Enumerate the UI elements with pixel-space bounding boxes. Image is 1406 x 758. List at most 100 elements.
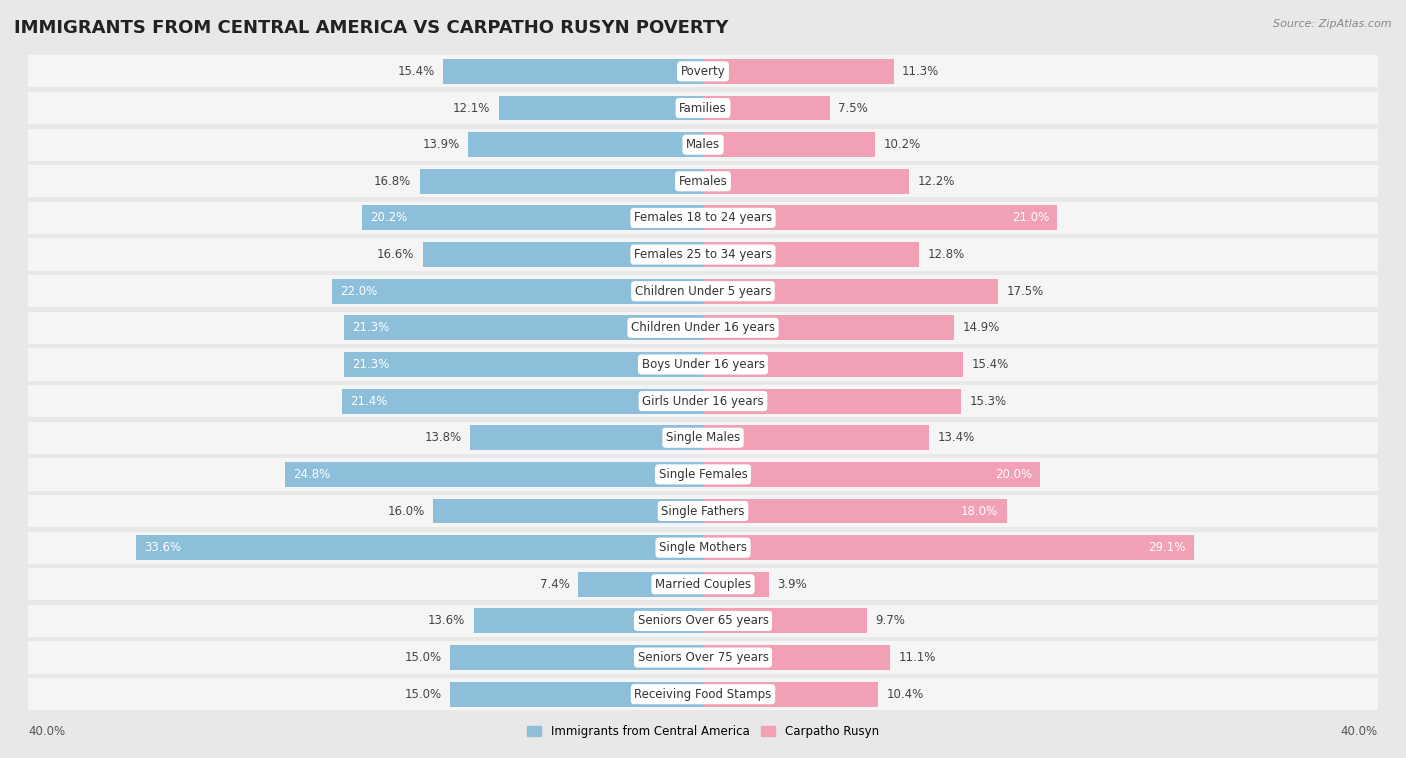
Text: Single Fathers: Single Fathers xyxy=(661,505,745,518)
Bar xyxy=(703,96,830,121)
Bar xyxy=(343,315,703,340)
Text: 16.0%: 16.0% xyxy=(388,505,425,518)
Text: 16.8%: 16.8% xyxy=(374,175,411,188)
Text: 9.7%: 9.7% xyxy=(875,615,905,628)
Legend: Immigrants from Central America, Carpatho Rusyn: Immigrants from Central America, Carpath… xyxy=(522,720,884,743)
Text: 20.2%: 20.2% xyxy=(371,211,408,224)
Bar xyxy=(443,59,703,84)
Text: 15.0%: 15.0% xyxy=(405,651,441,664)
Bar xyxy=(703,572,769,597)
Bar xyxy=(468,132,703,157)
Text: IMMIGRANTS FROM CENTRAL AMERICA VS CARPATHO RUSYN POVERTY: IMMIGRANTS FROM CENTRAL AMERICA VS CARPA… xyxy=(14,19,728,37)
Text: 24.8%: 24.8% xyxy=(292,468,330,481)
Text: 13.8%: 13.8% xyxy=(425,431,461,444)
Text: 40.0%: 40.0% xyxy=(28,725,65,738)
Text: Married Couples: Married Couples xyxy=(655,578,751,590)
Text: 21.0%: 21.0% xyxy=(1012,211,1049,224)
Text: Males: Males xyxy=(686,138,720,151)
Text: 10.4%: 10.4% xyxy=(887,688,924,700)
Text: 10.2%: 10.2% xyxy=(883,138,921,151)
Text: 21.3%: 21.3% xyxy=(352,321,389,334)
Bar xyxy=(28,605,1378,637)
Text: 15.4%: 15.4% xyxy=(398,65,434,78)
Text: 20.0%: 20.0% xyxy=(995,468,1032,481)
Text: 7.5%: 7.5% xyxy=(838,102,868,114)
Text: 12.2%: 12.2% xyxy=(917,175,955,188)
Text: 14.9%: 14.9% xyxy=(963,321,1000,334)
Text: 22.0%: 22.0% xyxy=(340,285,377,298)
Text: 18.0%: 18.0% xyxy=(962,505,998,518)
Text: Source: ZipAtlas.com: Source: ZipAtlas.com xyxy=(1274,19,1392,29)
Bar xyxy=(28,202,1378,234)
Bar xyxy=(703,132,875,157)
Text: 3.9%: 3.9% xyxy=(778,578,807,590)
Bar xyxy=(703,315,955,340)
Bar xyxy=(474,609,703,634)
Bar xyxy=(28,495,1378,527)
Text: Families: Families xyxy=(679,102,727,114)
Bar xyxy=(28,421,1378,454)
Bar xyxy=(703,645,890,670)
Text: 12.1%: 12.1% xyxy=(453,102,491,114)
Text: 7.4%: 7.4% xyxy=(540,578,569,590)
Bar xyxy=(450,645,703,670)
Text: Females: Females xyxy=(679,175,727,188)
Bar xyxy=(703,425,929,450)
Text: Poverty: Poverty xyxy=(681,65,725,78)
Text: 29.1%: 29.1% xyxy=(1149,541,1185,554)
Bar xyxy=(28,275,1378,307)
Bar xyxy=(703,609,866,634)
Text: Seniors Over 65 years: Seniors Over 65 years xyxy=(637,615,769,628)
Text: Boys Under 16 years: Boys Under 16 years xyxy=(641,358,765,371)
Text: 33.6%: 33.6% xyxy=(145,541,181,554)
Text: Girls Under 16 years: Girls Under 16 years xyxy=(643,395,763,408)
Text: 15.3%: 15.3% xyxy=(970,395,1007,408)
Bar xyxy=(703,169,908,194)
Text: 16.6%: 16.6% xyxy=(377,248,415,261)
Text: 15.4%: 15.4% xyxy=(972,358,1008,371)
Text: 17.5%: 17.5% xyxy=(1007,285,1043,298)
Bar xyxy=(136,535,703,560)
Bar xyxy=(284,462,703,487)
Bar xyxy=(703,205,1057,230)
Text: Females 25 to 34 years: Females 25 to 34 years xyxy=(634,248,772,261)
Text: Single Females: Single Females xyxy=(658,468,748,481)
Bar xyxy=(703,462,1040,487)
Text: 13.6%: 13.6% xyxy=(427,615,465,628)
Text: Single Males: Single Males xyxy=(666,431,740,444)
Bar xyxy=(450,681,703,706)
Bar xyxy=(363,205,703,230)
Bar xyxy=(419,169,703,194)
Bar xyxy=(423,242,703,267)
Text: 11.1%: 11.1% xyxy=(898,651,936,664)
Text: Receiving Food Stamps: Receiving Food Stamps xyxy=(634,688,772,700)
Bar xyxy=(28,641,1378,674)
Text: 21.3%: 21.3% xyxy=(352,358,389,371)
Bar xyxy=(578,572,703,597)
Bar xyxy=(28,678,1378,710)
Bar xyxy=(343,352,703,377)
Text: Single Mothers: Single Mothers xyxy=(659,541,747,554)
Bar xyxy=(703,242,920,267)
Bar xyxy=(703,681,879,706)
Bar xyxy=(703,389,962,414)
Text: 11.3%: 11.3% xyxy=(903,65,939,78)
Text: 13.4%: 13.4% xyxy=(938,431,974,444)
Text: 40.0%: 40.0% xyxy=(1341,725,1378,738)
Bar xyxy=(332,279,703,304)
Bar xyxy=(28,239,1378,271)
Bar xyxy=(703,59,894,84)
Bar xyxy=(28,531,1378,564)
Bar xyxy=(28,312,1378,344)
Text: 13.9%: 13.9% xyxy=(423,138,460,151)
Bar xyxy=(703,279,998,304)
Bar xyxy=(342,389,703,414)
Bar xyxy=(28,568,1378,600)
Text: 15.0%: 15.0% xyxy=(405,688,441,700)
Bar xyxy=(703,499,1007,524)
Text: Females 18 to 24 years: Females 18 to 24 years xyxy=(634,211,772,224)
Bar xyxy=(433,499,703,524)
Bar xyxy=(28,385,1378,417)
Bar xyxy=(28,55,1378,87)
Bar xyxy=(499,96,703,121)
